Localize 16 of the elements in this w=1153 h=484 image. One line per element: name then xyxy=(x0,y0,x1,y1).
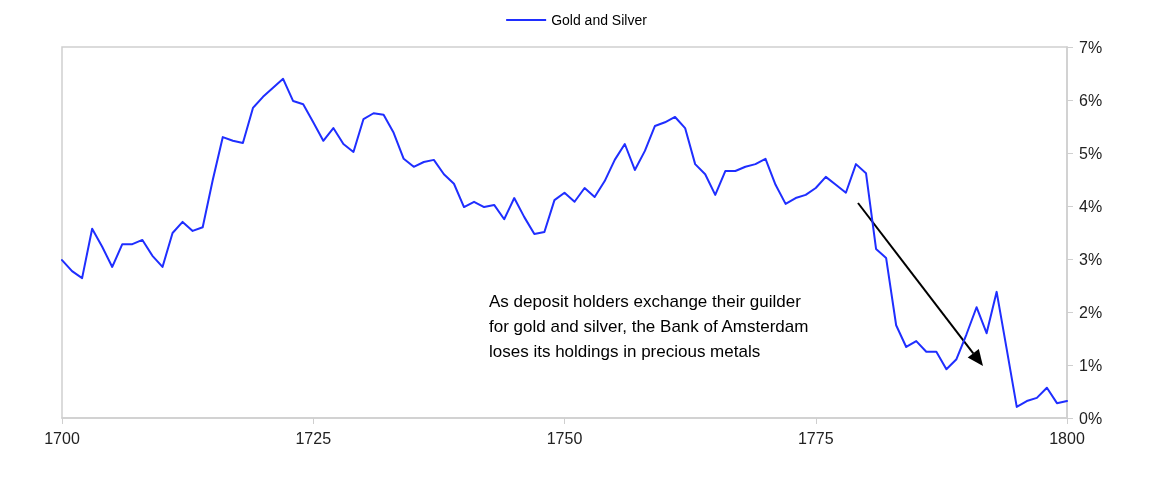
y-tick-label: 7% xyxy=(1079,38,1103,56)
x-tick-label: 1800 xyxy=(1049,429,1085,447)
y-tick-label: 3% xyxy=(1079,250,1103,268)
x-tick-label: 1725 xyxy=(295,429,332,447)
x-tick-label: 1700 xyxy=(44,429,80,447)
line-series xyxy=(61,77,1068,408)
y-tick-label: 1% xyxy=(1079,356,1103,374)
annotation: As deposit holders exchange their guilder for gold and silver, the Bank of Amsterdam loses its holdings in precious metals xyxy=(489,292,809,361)
legend-label: Gold and Silver xyxy=(551,12,648,28)
y-tick-label: 0% xyxy=(1079,409,1103,427)
y-tick-label: 5% xyxy=(1079,144,1103,162)
y-tick-label: 2% xyxy=(1079,303,1103,321)
x-tick-label: 1750 xyxy=(546,429,583,447)
y-tick-label: 4% xyxy=(1079,197,1103,215)
y-tick-label: 6% xyxy=(1079,91,1103,109)
x-tick-label: 1775 xyxy=(797,429,834,447)
